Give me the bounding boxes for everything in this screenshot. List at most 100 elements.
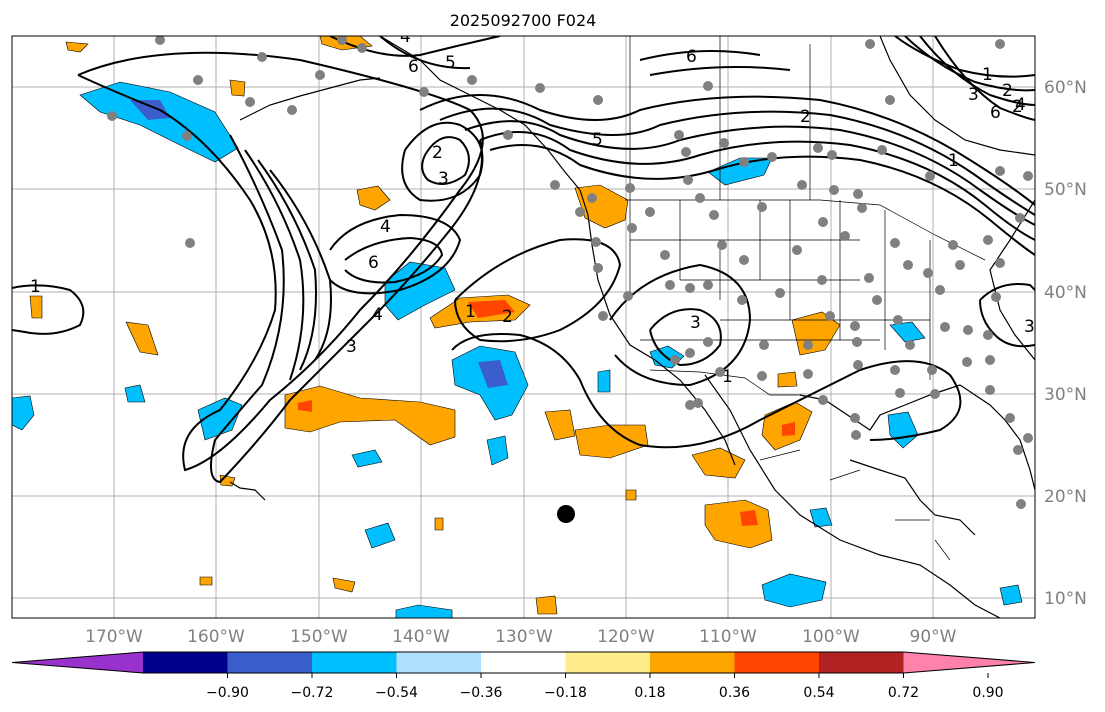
contour-label: 3 xyxy=(438,169,449,189)
station-dot xyxy=(890,365,900,375)
contour-label: 2 xyxy=(1012,97,1023,117)
blue-area-small-1 xyxy=(364,522,396,549)
contour-ridge-3 xyxy=(464,120,1035,226)
station-dot xyxy=(693,398,703,408)
station-dot xyxy=(852,337,862,347)
dark-blue-core-bering xyxy=(130,100,170,120)
station-dot xyxy=(995,39,1005,49)
orange-area-small-e xyxy=(332,577,356,593)
contour-label: 1 xyxy=(465,302,476,322)
station-dot xyxy=(840,231,850,241)
contour-label: 4 xyxy=(380,217,391,237)
station-dot xyxy=(1015,213,1025,223)
station-dot xyxy=(985,355,995,365)
colorbar-segment xyxy=(396,652,481,673)
colorbar-extend-min xyxy=(12,652,143,673)
contour-closed-low-alaska xyxy=(401,121,484,202)
station-dot xyxy=(813,143,823,153)
contour-gulf-low-2 xyxy=(344,236,444,284)
contour-central-high xyxy=(454,238,622,343)
station-dot xyxy=(193,75,203,85)
contour-label: 3 xyxy=(690,313,701,333)
orange-area-west-small xyxy=(125,321,159,356)
longitude-label: 120°W xyxy=(597,627,655,647)
colorbar-tick-label: −0.72 xyxy=(291,685,334,701)
contour-label: 1 xyxy=(722,367,733,387)
station-dot xyxy=(645,207,655,217)
latitude-label: 60°N xyxy=(1044,78,1087,98)
station-dot xyxy=(685,348,695,358)
colorbar-segment xyxy=(565,652,650,673)
blue-area-small-5 xyxy=(597,369,611,393)
colorbar-tick-label: −0.90 xyxy=(206,685,249,701)
station-dot xyxy=(685,400,695,410)
station-dot xyxy=(683,175,693,185)
station-dot xyxy=(797,180,807,190)
orange-area-pacific-band xyxy=(284,385,456,446)
contour-bering-top-2 xyxy=(379,36,471,70)
latitude-axis: 60°N 50°N 40°N 30°N 20°N 10°N xyxy=(1044,78,1087,609)
longitude-label: 170°W xyxy=(85,627,143,647)
contour-west-closed-1 xyxy=(12,284,85,335)
station-dot xyxy=(829,185,839,195)
station-dot xyxy=(885,95,895,105)
latitude-label: 40°N xyxy=(1044,283,1087,303)
station-dot xyxy=(739,255,749,265)
station-dot xyxy=(681,147,691,157)
contour-east-low xyxy=(979,283,1035,348)
state-lines-latitude xyxy=(630,239,930,341)
contour-label: 6 xyxy=(408,57,419,77)
orange-area-west-small-2 xyxy=(29,295,43,319)
station-dot xyxy=(817,275,827,285)
station-dot xyxy=(767,152,777,162)
colorbar-segment xyxy=(481,652,566,673)
station-dot xyxy=(665,280,675,290)
contour-subtropical xyxy=(451,333,962,449)
hawaii-islands xyxy=(229,481,266,501)
orange-area-small-b xyxy=(229,79,246,97)
map-frame xyxy=(11,35,1036,619)
station-dot xyxy=(905,340,915,350)
contour-label: 1 xyxy=(30,277,41,297)
blue-area-small-8 xyxy=(889,321,926,343)
blue-area-hawaii-west xyxy=(12,395,35,431)
station-dot xyxy=(670,355,680,365)
colorbar-tick-label: 0.90 xyxy=(972,685,1003,701)
mexico-west-coast xyxy=(704,374,1001,618)
longitude-label: 160°W xyxy=(187,627,245,647)
red-core-east-pacific xyxy=(740,510,758,526)
contour-label: 1 xyxy=(982,65,993,85)
canada-province-lines xyxy=(629,36,811,200)
station-dot xyxy=(818,395,828,405)
contour-trough-2 xyxy=(210,134,483,484)
contour-arctic-2 xyxy=(649,65,791,76)
station-dot xyxy=(709,210,719,220)
contour-label: 4 xyxy=(1015,95,1026,115)
station-dot xyxy=(703,280,713,290)
station-dot xyxy=(627,223,637,233)
contour-trough-3 xyxy=(244,149,305,381)
latitude-label: 10°N xyxy=(1044,589,1087,609)
station-dot xyxy=(703,337,713,347)
colorbar-tick-label: 0.18 xyxy=(634,685,665,701)
station-dot xyxy=(1023,171,1033,181)
colorbar-segment xyxy=(734,652,819,673)
colorbar-tick-label: 0.54 xyxy=(803,685,834,701)
station-dot xyxy=(963,325,973,335)
station-dot xyxy=(593,95,603,105)
station-dot xyxy=(503,130,513,140)
hudson-bay xyxy=(879,36,1035,156)
blue-area-bering xyxy=(79,81,239,163)
blue-area-small-4 xyxy=(124,384,146,403)
station-dot xyxy=(757,371,767,381)
station-dot xyxy=(587,193,597,203)
blue-area-gulf-alaska xyxy=(384,261,456,321)
station-dot xyxy=(715,367,725,377)
station-dot xyxy=(935,285,945,295)
contour-ridge-1 xyxy=(419,94,1035,206)
contour-arctic-1 xyxy=(639,50,761,61)
station-dot xyxy=(757,202,767,212)
station-dot xyxy=(182,131,192,141)
station-dot xyxy=(927,365,937,375)
station-dot xyxy=(991,292,1001,302)
